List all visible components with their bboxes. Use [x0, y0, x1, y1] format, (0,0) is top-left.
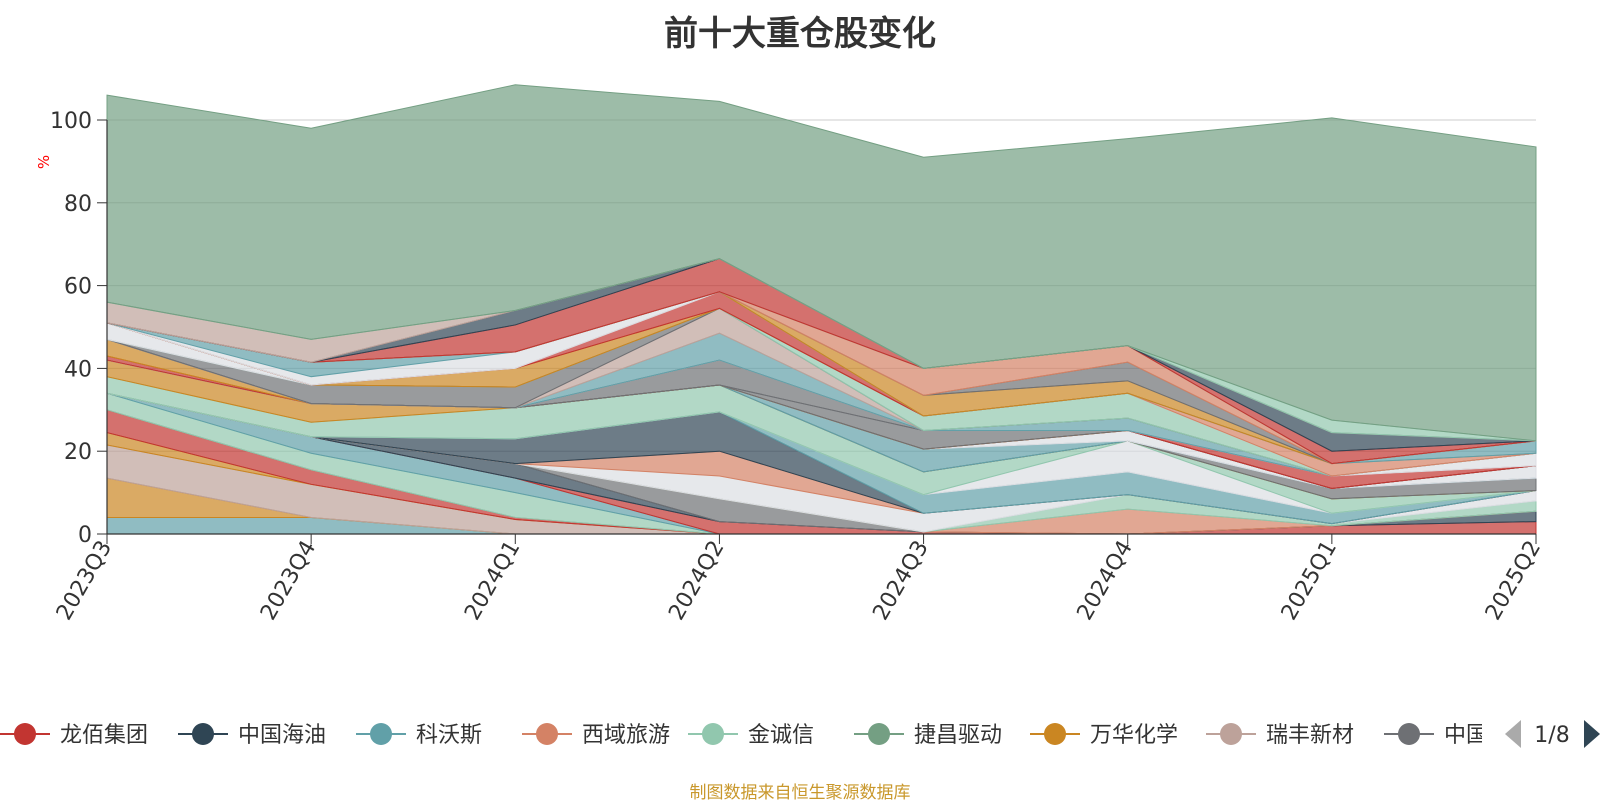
legend-label: 瑞丰新材: [1266, 723, 1354, 748]
legend-label: 金诚信: [748, 723, 814, 748]
legend-item-0[interactable]: 龙佰集团: [0, 723, 148, 748]
area-series-47: [106, 84, 1537, 442]
legend-marker-icon: [370, 723, 392, 745]
legend: 龙佰集团 中国海油 科沃斯 西域旅游 金诚信 捷昌驱动 万华化学 瑞丰新材 中国: [0, 723, 1488, 748]
x-tick-label: 2024Q1: [460, 537, 525, 625]
x-tick-label: 2024Q3: [868, 537, 933, 625]
legend-marker-icon: [1220, 723, 1242, 745]
x-tick-label: 2023Q4: [256, 537, 321, 625]
x-tick-label: 2023Q3: [52, 537, 117, 625]
legend-marker-icon: [14, 723, 36, 745]
y-axis-label: %: [35, 155, 53, 169]
legend-marker-icon: [868, 723, 890, 745]
legend-pager: 1/8: [1505, 720, 1600, 748]
legend-prev-icon[interactable]: [1505, 720, 1521, 748]
legend-marker-icon: [1398, 723, 1420, 745]
legend-item-5[interactable]: 捷昌驱动: [854, 723, 1002, 748]
y-tick-label: 60: [64, 275, 92, 300]
legend-page-indicator: 1/8: [1534, 723, 1569, 748]
legend-label: 西域旅游: [582, 723, 670, 748]
legend-item-6[interactable]: 万华化学: [1030, 723, 1178, 748]
legend-marker-icon: [536, 723, 558, 745]
legend-item-7[interactable]: 瑞丰新材: [1206, 723, 1354, 748]
y-tick-label: 0: [78, 523, 92, 548]
x-tick-label: 2024Q4: [1073, 537, 1138, 625]
y-tick-label: 80: [64, 192, 92, 217]
legend-item-3[interactable]: 西域旅游: [522, 723, 670, 748]
legend-item-1[interactable]: 中国海油: [178, 723, 326, 748]
legend-label: 捷昌驱动: [914, 723, 1002, 748]
x-tick-label: 2025Q2: [1481, 537, 1546, 625]
legend-label: 龙佰集团: [60, 723, 148, 748]
legend-item-8[interactable]: 中国: [1384, 723, 1488, 748]
legend-marker-icon: [1044, 723, 1066, 745]
y-tick-label: 20: [64, 440, 92, 465]
legend-marker-icon: [702, 723, 724, 745]
area-series: [106, 84, 1537, 535]
y-tick-label: 100: [50, 109, 92, 134]
chart-title: 前十大重仓股变化: [664, 14, 936, 54]
legend-item-4[interactable]: 金诚信: [688, 723, 814, 748]
legend-label: 中国海油: [238, 723, 326, 748]
legend-label: 中国: [1444, 723, 1488, 748]
x-tick-label: 2024Q2: [664, 537, 729, 625]
x-tick-label: 2025Q1: [1277, 537, 1342, 625]
legend-label: 科沃斯: [416, 723, 482, 748]
y-tick-label: 40: [64, 357, 92, 382]
legend-next-icon[interactable]: [1584, 720, 1600, 748]
legend-item-2[interactable]: 科沃斯: [356, 723, 482, 748]
source-note: 制图数据来自恒生聚源数据库: [689, 783, 911, 803]
legend-label: 万华化学: [1090, 723, 1178, 748]
legend-marker-icon: [192, 723, 214, 745]
